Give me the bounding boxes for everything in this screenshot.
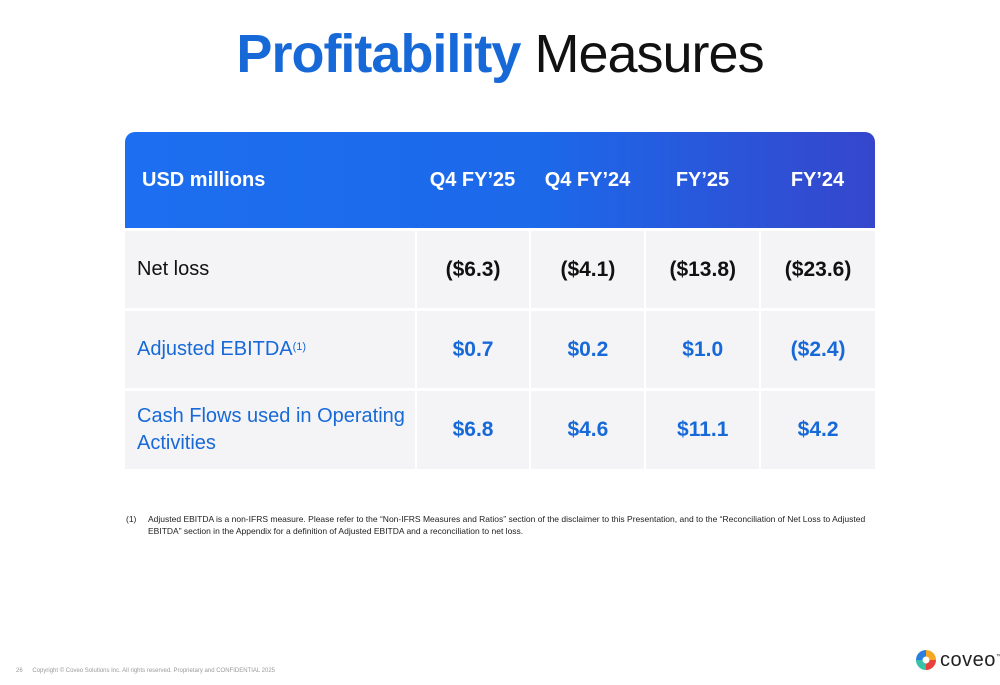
row-label: Cash Flows used in Operating Activities bbox=[125, 391, 415, 469]
table-row-cash-flows: Cash Flows used in Operating Activities … bbox=[125, 391, 875, 469]
cell-value: $4.2 bbox=[761, 391, 875, 469]
cell-value: $1.0 bbox=[646, 311, 760, 388]
cell-value: ($6.3) bbox=[416, 231, 530, 308]
header-q4-fy25: Q4 FY’25 bbox=[429, 168, 516, 191]
cell-value: ($2.4) bbox=[761, 311, 875, 388]
cell-value: ($13.8) bbox=[646, 231, 760, 308]
row-label: Net loss bbox=[125, 231, 415, 308]
cell-value: $6.8 bbox=[416, 391, 530, 469]
footnote-mark: (1) bbox=[126, 514, 137, 524]
table-row-adjusted-ebitda: Adjusted EBITDA (1) $0.7 $0.2 $1.0 ($2.4) bbox=[125, 311, 875, 388]
footnote-text: Adjusted EBITDA is a non-IFRS measure. P… bbox=[148, 514, 866, 536]
copyright-text: Copyright © Coveo Solutions Inc. All rig… bbox=[32, 668, 275, 674]
title-accent: Profitability bbox=[236, 24, 521, 84]
cell-value: ($23.6) bbox=[761, 231, 875, 308]
cell-value: ($4.1) bbox=[531, 231, 645, 308]
header-usd-millions: USD millions bbox=[142, 168, 266, 191]
cell-value: $11.1 bbox=[646, 391, 760, 469]
row-label: Adjusted EBITDA (1) bbox=[125, 311, 415, 388]
row-label-line1: Cash Flows used in Operating bbox=[137, 405, 405, 427]
cell-value: $0.2 bbox=[531, 311, 645, 388]
table-row-net-loss: Net loss ($6.3) ($4.1) ($13.8) ($23.6) bbox=[125, 231, 875, 308]
page-number: 26 bbox=[16, 668, 23, 674]
header-fy25: FY’25 bbox=[675, 168, 730, 191]
logo-trademark: ™ bbox=[995, 654, 1000, 660]
coveo-logo: coveo ™ bbox=[914, 648, 1000, 672]
row-label-text: Adjusted EBITDA bbox=[137, 338, 293, 360]
title-rest: Measures bbox=[534, 24, 764, 84]
footnote: (1) Adjusted EBITDA is a non-IFRS measur… bbox=[126, 513, 876, 537]
footnote-ref: (1) bbox=[292, 341, 307, 353]
profitability-table: USD millions Q4 FY’25 Q4 FY’24 FY’25 FY’… bbox=[125, 132, 875, 469]
row-label-line2: Activities bbox=[137, 432, 216, 454]
header-q4-fy24: Q4 FY’24 bbox=[544, 168, 631, 191]
copyright-footer: 26 Copyright © Coveo Solutions Inc. All … bbox=[16, 668, 275, 674]
coveo-logo-icon bbox=[916, 650, 936, 670]
logo-wordmark: coveo bbox=[940, 648, 996, 671]
header-fy24: FY’24 bbox=[790, 168, 845, 191]
cell-value: $0.7 bbox=[416, 311, 530, 388]
table-header: USD millions Q4 FY’25 Q4 FY’24 FY’25 FY’… bbox=[125, 132, 875, 228]
cell-value: $4.6 bbox=[531, 391, 645, 469]
page-title: Profitability Measures bbox=[0, 22, 1000, 86]
